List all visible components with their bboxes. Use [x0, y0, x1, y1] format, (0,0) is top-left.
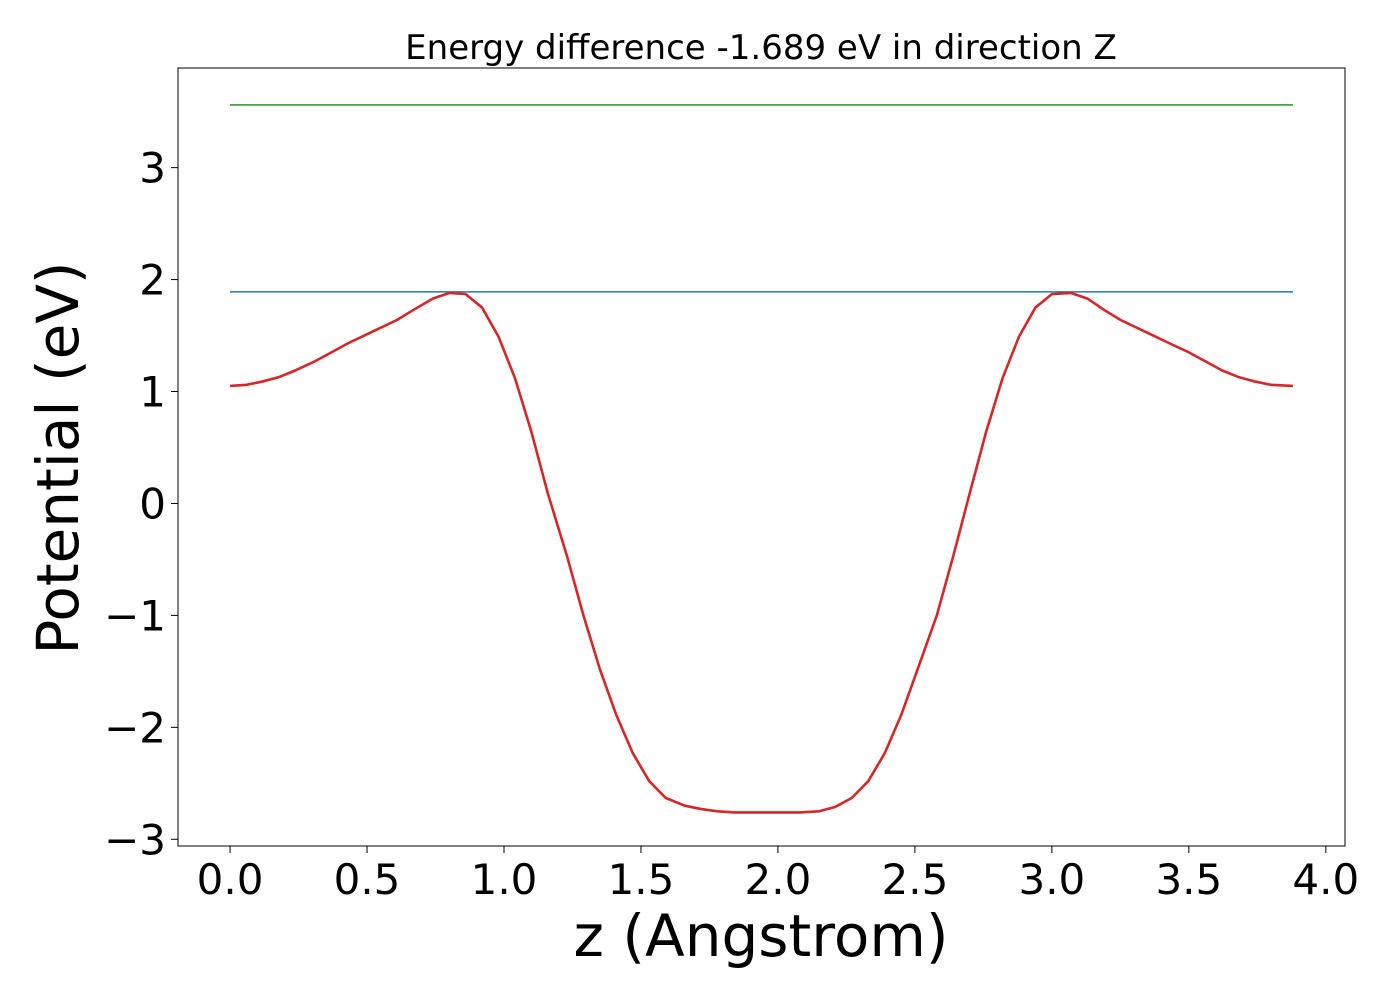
x-tick-label: 3.0: [1018, 855, 1085, 904]
x-tick-label: 1.5: [608, 855, 675, 904]
y-tick-label: −3: [104, 815, 166, 864]
x-tick-label: 3.5: [1155, 855, 1222, 904]
plot-area-frame: [177, 67, 1346, 847]
series-layer: [229, 104, 1294, 814]
x-tick-label: 2.5: [882, 855, 949, 904]
x-tick-label: 2.0: [745, 855, 812, 904]
x-tick-label: 4.0: [1292, 855, 1359, 904]
y-tick-label: −1: [104, 591, 166, 640]
y-tick-label: −2: [104, 703, 166, 752]
x-tick-label: 0.0: [197, 855, 264, 904]
y-tick-label: 2: [139, 256, 166, 305]
potential-profile-line: [229, 291, 1294, 814]
x-tick-label: 1.0: [471, 855, 538, 904]
chart-title: Energy difference -1.689 eV in direction…: [405, 28, 1117, 68]
y-axis-label: Potential (eV): [24, 261, 92, 654]
x-axis-ticks: 0.0 0.5 1.0 1.5 2.0 2.5 3.0 3.5 4.0: [197, 846, 1359, 904]
y-tick-label: 1: [139, 368, 166, 417]
x-tick-label: 0.5: [334, 855, 401, 904]
y-axis-ticks: −3 −2 −1 0 1 2 3: [104, 144, 178, 864]
y-tick-label: 3: [139, 144, 166, 193]
y-tick-label: 0: [139, 479, 166, 528]
x-axis-label: z (Angstrom): [574, 902, 949, 970]
